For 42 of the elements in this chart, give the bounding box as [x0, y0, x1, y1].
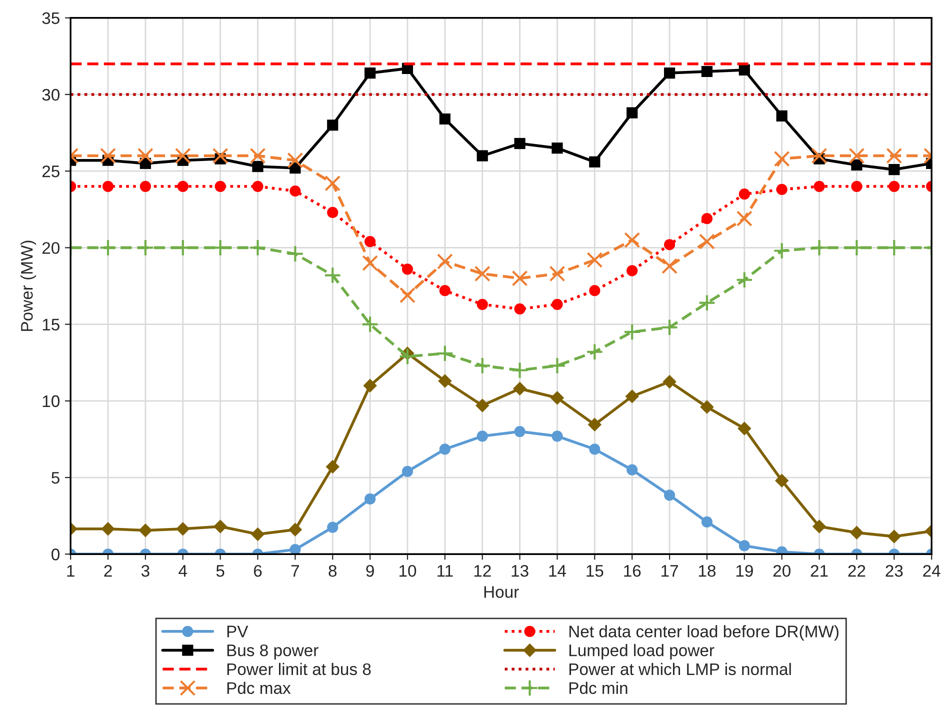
x-tick-label: 17 [662, 565, 678, 577]
legend-label: Lumped load power [569, 644, 714, 660]
x-tick-label: 14 [549, 565, 566, 577]
legend-label: Bus 8 power [227, 644, 318, 660]
legend-label: PV [227, 626, 248, 638]
y-tick-label: 25 [42, 165, 60, 178]
y-tick-label: 30 [42, 88, 60, 101]
y-tick-label: 35 [42, 12, 60, 24]
x-tick-label: 6 [254, 564, 262, 577]
x-tick-label: 1 [67, 565, 74, 577]
x-tick-label: 2 [104, 564, 112, 577]
y-tick-label: 20 [42, 242, 60, 254]
x-tick-label: 5 [216, 565, 224, 577]
x-tick-label: 13 [512, 564, 528, 577]
x-tick-label: 16 [624, 564, 641, 577]
y-tick-label: 10 [42, 395, 60, 408]
x-tick-label: 21 [810, 564, 828, 577]
legend-label: Power limit at bus 8 [227, 662, 371, 676]
legend-label: Pdc min [569, 682, 628, 694]
x-tick-label: 3 [141, 564, 150, 577]
legend-label: Pdc max [227, 682, 291, 694]
legend-label: Power at which LMP is normal [569, 662, 791, 676]
y-axis-title: Power (MW) [20, 240, 36, 331]
x-axis-title: Hour [484, 586, 519, 598]
x-tick-label: 18 [698, 564, 716, 577]
x-tick-label: 7 [291, 565, 299, 577]
x-tick-label: 9 [366, 564, 374, 577]
y-tick-label: 0 [52, 548, 60, 560]
x-tick-label: 10 [399, 564, 416, 577]
y-tick-label: 15 [42, 318, 60, 331]
x-tick-label: 22 [848, 564, 866, 577]
legend-label: Net data center load before DR(MW) [569, 625, 838, 641]
y-tick-label: 5 [52, 472, 60, 484]
x-tick-label: 11 [438, 565, 453, 577]
x-tick-label: 4 [178, 565, 188, 577]
x-tick-label: 24 [923, 564, 940, 577]
x-tick-label: 8 [328, 564, 337, 577]
x-tick-label: 20 [773, 564, 790, 577]
x-tick-label: 15 [586, 565, 604, 577]
x-tick-label: 12 [474, 564, 491, 577]
x-tick-label: 23 [886, 564, 903, 577]
x-tick-label: 19 [736, 564, 753, 577]
